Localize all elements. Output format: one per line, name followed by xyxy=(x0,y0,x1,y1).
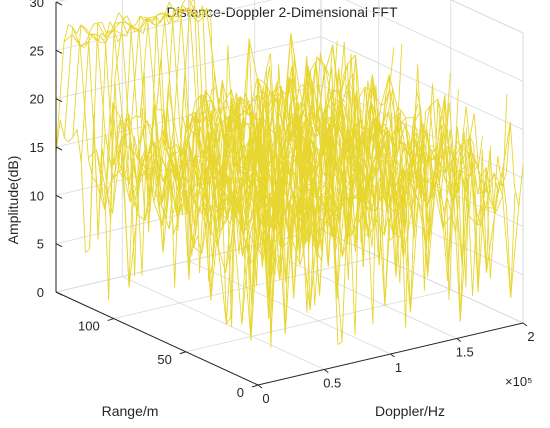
x-tick-label: 0 xyxy=(262,391,269,406)
z-gridline xyxy=(450,0,524,34)
mesh-line xyxy=(215,87,419,299)
z-tick xyxy=(55,194,63,199)
surface-mesh xyxy=(55,0,524,348)
y-tick-label: 50 xyxy=(157,352,171,367)
mesh-line xyxy=(55,34,259,325)
y-tick xyxy=(179,351,187,355)
mesh-line xyxy=(80,8,346,163)
z-tick xyxy=(55,1,63,6)
z-tick-label: 10 xyxy=(30,188,44,203)
z-axis-label: Amplitude(dB) xyxy=(5,156,21,245)
y-axis-line xyxy=(55,291,259,386)
z-tick-label: 30 xyxy=(30,0,44,10)
y-tick-label: 0 xyxy=(237,385,244,400)
x-tick xyxy=(323,369,329,373)
x-gridline xyxy=(122,276,325,370)
mesh-line xyxy=(299,65,503,195)
y-tick-label: 100 xyxy=(78,319,100,334)
z-tick-label: 15 xyxy=(30,140,44,155)
y-tick xyxy=(107,318,114,322)
mesh-line xyxy=(316,56,520,299)
x-axis-label: Doppler/Hz xyxy=(375,403,445,419)
mesh-line xyxy=(265,56,469,322)
mesh-line xyxy=(106,21,309,307)
z-tick xyxy=(55,49,63,54)
x-tick-label: 1 xyxy=(395,360,402,375)
z-tick xyxy=(55,291,63,296)
x-gridline xyxy=(188,260,391,355)
z-tick-label: 25 xyxy=(30,43,44,58)
y-axis-label: Range/m xyxy=(102,403,159,419)
y-tick xyxy=(251,384,259,388)
mesh-line xyxy=(257,68,461,277)
x-tick xyxy=(390,353,395,358)
mesh-line xyxy=(63,26,267,288)
chart-title: Distance-Doppler 2-Dimensional FFT xyxy=(166,4,398,20)
mesh-line xyxy=(173,5,376,213)
mesh-line xyxy=(72,24,276,325)
x-tick-label: 0.5 xyxy=(323,376,341,391)
z-tick xyxy=(55,98,63,103)
x-tick xyxy=(522,322,528,327)
x-tick xyxy=(257,384,263,389)
x-tick-label: 1.5 xyxy=(456,345,474,360)
mesh-line xyxy=(291,61,494,244)
z-tick-label: 20 xyxy=(30,92,44,107)
z-tick-label: 5 xyxy=(37,237,44,252)
z-tick xyxy=(55,243,63,248)
z-tick-label: 0 xyxy=(37,285,44,300)
mesh-line xyxy=(241,93,508,335)
y-gridline xyxy=(113,256,379,319)
x-tick-label: 2 xyxy=(527,329,534,344)
x-scale-exponent: ×10⁵ xyxy=(505,374,532,389)
x-tick xyxy=(456,338,462,342)
z-gridline xyxy=(345,0,524,82)
mesh-line xyxy=(223,76,427,249)
z-tick xyxy=(55,146,63,151)
z-gridline xyxy=(320,36,524,131)
